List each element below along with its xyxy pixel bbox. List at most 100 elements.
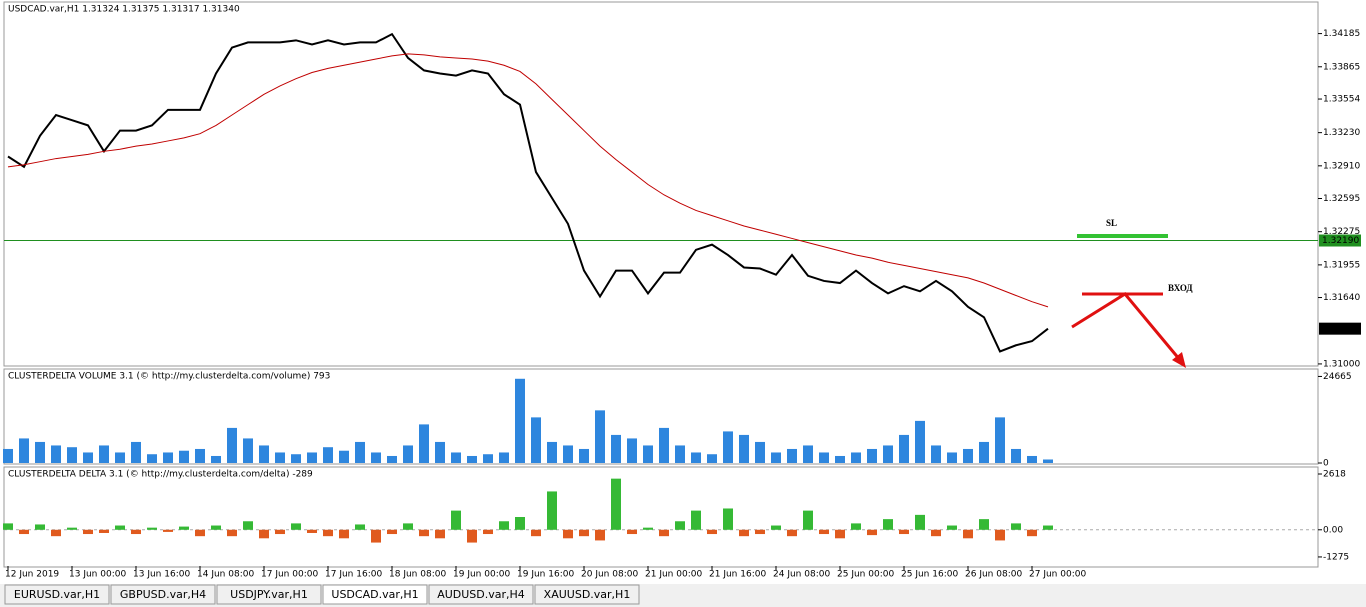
bar: [467, 455, 477, 463]
bar: [675, 521, 685, 530]
y-tick-label: 1.32910: [1323, 161, 1360, 171]
x-tick-label: 17 Jun 00:00: [261, 570, 318, 580]
bar: [1027, 529, 1037, 537]
bar: [707, 529, 717, 535]
chart-tab-label[interactable]: XAUUSD.var,H1: [544, 588, 631, 601]
bar: [211, 525, 221, 530]
bar: [355, 441, 365, 463]
bar: [819, 452, 829, 463]
bar: [1043, 459, 1053, 463]
bar: [851, 452, 861, 463]
price-line: [7, 32, 1049, 353]
chart-tab[interactable]: [110, 584, 216, 605]
bar: [3, 448, 13, 463]
last-price-tag: [1319, 322, 1361, 335]
chart-tab[interactable]: [4, 584, 110, 605]
bar: [707, 454, 717, 463]
bar: [243, 438, 253, 463]
bar: [915, 420, 925, 463]
bar: [883, 519, 893, 530]
bar: [147, 527, 157, 530]
y-tick-label: 1.31640: [1323, 293, 1360, 303]
bar: [691, 452, 701, 463]
bar: [243, 521, 253, 530]
chart-tab[interactable]: [534, 584, 640, 605]
bar: [435, 441, 445, 463]
bar: [787, 529, 797, 537]
chart-tab-label[interactable]: USDCAD.var,H1: [331, 588, 418, 601]
bar: [803, 510, 813, 530]
bar: [819, 529, 829, 535]
x-tick-label: 13 Jun 00:00: [69, 570, 126, 580]
delta-panel: [3, 466, 1319, 568]
bar: [963, 448, 973, 463]
bar: [307, 452, 317, 463]
bar: [291, 523, 301, 530]
sl-price-label: 1.32190: [1322, 236, 1359, 246]
bar: [19, 438, 29, 463]
bar: [547, 491, 557, 530]
bar: [851, 523, 861, 530]
panel-title: CLUSTERDELTA DELTA 3.1 (© http://my.clus…: [8, 470, 313, 480]
chart-tab[interactable]: [322, 584, 428, 605]
bar: [307, 529, 317, 533]
y-tick-label: 0.00: [1323, 525, 1343, 535]
chart-tab-label[interactable]: EURUSD.var,H1: [14, 588, 100, 601]
x-tick-label: 19 Jun 00:00: [453, 570, 510, 580]
bar: [195, 448, 205, 463]
bar: [803, 445, 813, 463]
bar: [371, 529, 381, 543]
bar: [67, 527, 77, 530]
bar: [451, 452, 461, 463]
bar: [35, 524, 45, 530]
y-tick-label: 1.31000: [1323, 359, 1360, 369]
bar: [339, 529, 349, 539]
bar: [211, 455, 221, 463]
bar: [115, 525, 125, 530]
bar: [931, 529, 941, 537]
y-tick-label: 0: [1323, 459, 1329, 469]
bar: [355, 524, 365, 530]
bar: [467, 529, 477, 543]
bar: [291, 454, 301, 463]
x-tick-label: 19 Jun 16:00: [517, 570, 574, 580]
last-price-label: 1.31340: [1322, 324, 1359, 334]
bar: [323, 529, 333, 537]
bar: [35, 441, 45, 463]
bar: [227, 529, 237, 537]
chart-tab[interactable]: [428, 584, 534, 605]
bar: [643, 445, 653, 463]
bar: [835, 455, 845, 463]
y-tick-label: 1.33230: [1323, 128, 1360, 138]
bar: [739, 434, 749, 463]
chart-tab-label[interactable]: AUDUSD.var,H4: [437, 588, 525, 601]
bar: [403, 523, 413, 530]
x-tick-label: 17 Jun 16:00: [325, 570, 382, 580]
bar: [451, 510, 461, 530]
bar: [755, 441, 765, 463]
bar: [643, 527, 653, 530]
chart-tab-label[interactable]: GBPUSD.var,H4: [120, 588, 206, 601]
bar: [771, 525, 781, 530]
moving-average: [7, 53, 1049, 308]
bar: [403, 445, 413, 463]
bar: [947, 525, 957, 530]
bar: [899, 529, 909, 535]
chart-tab-label[interactable]: USDJPY.var,H1: [230, 588, 308, 601]
bar: [867, 529, 877, 536]
bar: [1011, 448, 1021, 463]
bar: [995, 529, 1005, 541]
y-tick-label: 1.32275: [1323, 227, 1360, 237]
bar: [931, 445, 941, 463]
y-tick-label: 1.34185: [1323, 29, 1360, 39]
bar: [147, 454, 157, 463]
bar: [339, 450, 349, 463]
bar: [19, 529, 29, 535]
bar: [963, 529, 973, 539]
bar: [195, 529, 205, 537]
bar: [659, 427, 669, 463]
x-tick-label: 24 Jun 08:00: [773, 570, 830, 580]
chart-tab[interactable]: [216, 584, 322, 605]
bar: [611, 478, 621, 530]
